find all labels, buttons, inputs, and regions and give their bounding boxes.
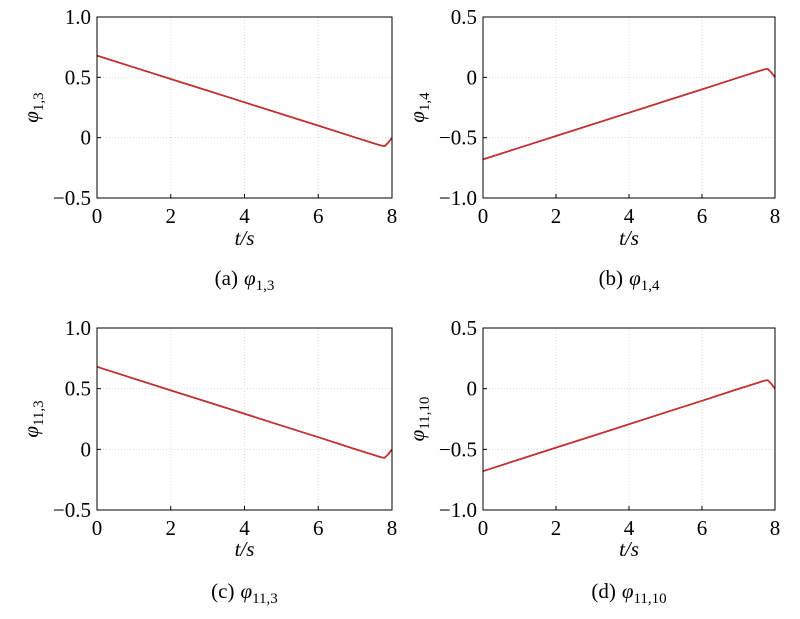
x-tick-label: 0	[478, 516, 489, 540]
y-axis-subscript: 11,10	[417, 397, 433, 430]
y-tick-label: 0.5	[65, 65, 91, 89]
x-tick-label: 6	[697, 516, 708, 540]
x-axis-label: t/s	[235, 226, 255, 250]
y-tick-label: 1.0	[65, 316, 91, 340]
y-axis-label: φ11,3	[19, 400, 47, 437]
subplot: 0 2 4 6 8−0.500.51.0t/sφ1,3(a) φ1,3	[19, 5, 397, 294]
caption-subscript: 1,4	[641, 278, 660, 294]
x-tick-label: 6	[697, 204, 708, 228]
x-tick-label: 6	[313, 516, 324, 540]
x-tick-label: 8	[387, 204, 398, 228]
y-tick-label: 0.5	[65, 377, 91, 401]
x-tick-label: 4	[239, 204, 250, 228]
caption-label: (a)	[215, 266, 238, 290]
y-axis-symbol: φ	[19, 426, 43, 438]
caption-subscript: 11,3	[252, 591, 278, 607]
caption-subscript: 1,3	[256, 278, 275, 294]
y-tick-label: 0.5	[451, 316, 477, 340]
y-tick-label: 0	[467, 377, 478, 401]
y-tick-label: −0.5	[53, 186, 91, 210]
subplot: 0 2 4 6 8−1.0−0.500.5t/sφ1,4(b) φ1,4	[405, 5, 780, 294]
x-tick-label: 8	[387, 516, 398, 540]
data-line	[96, 54, 393, 148]
caption-symbol: φ	[240, 579, 252, 603]
caption: (b) φ1,4	[599, 266, 660, 294]
x-tick-label: 6	[313, 204, 324, 228]
data-line	[482, 379, 776, 473]
caption-symbol: φ	[629, 266, 641, 290]
y-tick-label: −1.0	[439, 498, 477, 522]
axes-box	[96, 327, 393, 511]
x-axis-label: t/s	[235, 537, 255, 561]
x-axis-label: t/s	[619, 226, 639, 250]
x-tick-label: 2	[551, 204, 562, 228]
x-tick-label: 4	[239, 516, 250, 540]
y-axis-label: φ1,3	[19, 92, 47, 122]
axes-box	[482, 16, 776, 199]
x-tick-label: 2	[551, 516, 562, 540]
caption-label: (d)	[591, 579, 616, 603]
y-tick-label: −1.0	[439, 186, 477, 210]
caption-subscript: 11,10	[633, 591, 666, 607]
data-line	[96, 365, 393, 459]
data-line	[482, 67, 776, 161]
y-axis-subscript: 1,4	[417, 92, 433, 111]
y-axis-symbol: φ	[405, 429, 429, 441]
x-tick-label: 0	[92, 516, 103, 540]
y-tick-label: −0.5	[439, 126, 477, 150]
x-tick-label: 8	[770, 204, 781, 228]
x-axis-label: t/s	[619, 537, 639, 561]
y-axis-symbol: φ	[405, 111, 429, 123]
y-tick-label: −0.5	[53, 498, 91, 522]
y-axis-subscript: 11,3	[31, 400, 47, 426]
caption-symbol: φ	[244, 266, 256, 290]
x-tick-label: 2	[166, 516, 177, 540]
y-axis-label: φ11,10	[405, 397, 433, 442]
caption-symbol: φ	[622, 579, 634, 603]
y-tick-label: 0	[467, 65, 478, 89]
x-tick-label: 0	[478, 204, 489, 228]
y-tick-label: −0.5	[439, 437, 477, 461]
x-tick-label: 4	[624, 516, 635, 540]
x-tick-label: 4	[624, 204, 635, 228]
y-tick-label: 0	[81, 126, 92, 150]
caption: (a) φ1,3	[215, 266, 275, 294]
x-tick-label: 8	[770, 516, 781, 540]
y-tick-label: 0	[81, 437, 92, 461]
y-axis-label: φ1,4	[405, 92, 433, 123]
y-tick-label: 1.0	[65, 5, 91, 29]
y-axis-symbol: φ	[19, 111, 43, 123]
caption-label: (c)	[211, 579, 234, 603]
y-axis-subscript: 1,3	[31, 92, 47, 111]
y-tick-label: 0.5	[451, 5, 477, 29]
caption: (d) φ11,10	[591, 579, 666, 607]
x-tick-label: 0	[92, 204, 103, 228]
axes-box	[96, 16, 393, 199]
caption-label: (b)	[599, 266, 624, 290]
caption: (c) φ11,3	[211, 579, 278, 607]
x-tick-label: 2	[166, 204, 177, 228]
axes-box	[482, 327, 776, 511]
